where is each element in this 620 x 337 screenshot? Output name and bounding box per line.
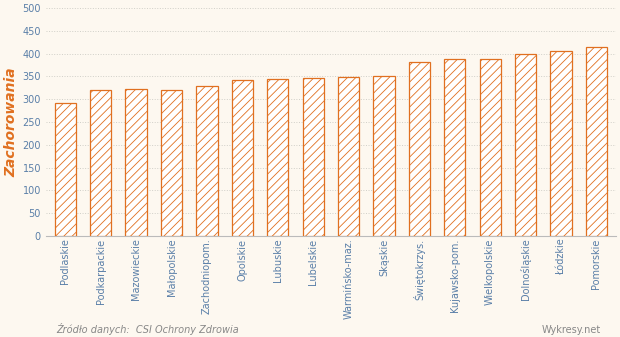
Bar (515, 54, 536, 236)
Bar (338, 77, 359, 236)
Bar (479, 59, 501, 236)
Bar (197, 86, 218, 236)
Bar (125, 89, 147, 236)
Bar (586, 47, 607, 236)
Bar (551, 52, 572, 236)
Y-axis label: Zachorowania: Zachorowania (4, 67, 18, 177)
Bar (55, 103, 76, 236)
Bar (267, 79, 288, 236)
Bar (90, 90, 112, 236)
Bar (161, 90, 182, 236)
Text: Źródło danych:  CSI Ochrony Zdrowia: Źródło danych: CSI Ochrony Zdrowia (56, 323, 239, 335)
Bar (373, 76, 394, 236)
Bar (444, 59, 466, 236)
Bar (232, 80, 253, 236)
Bar (303, 78, 324, 236)
Text: Wykresy.net: Wykresy.net (542, 325, 601, 335)
Bar (409, 62, 430, 236)
